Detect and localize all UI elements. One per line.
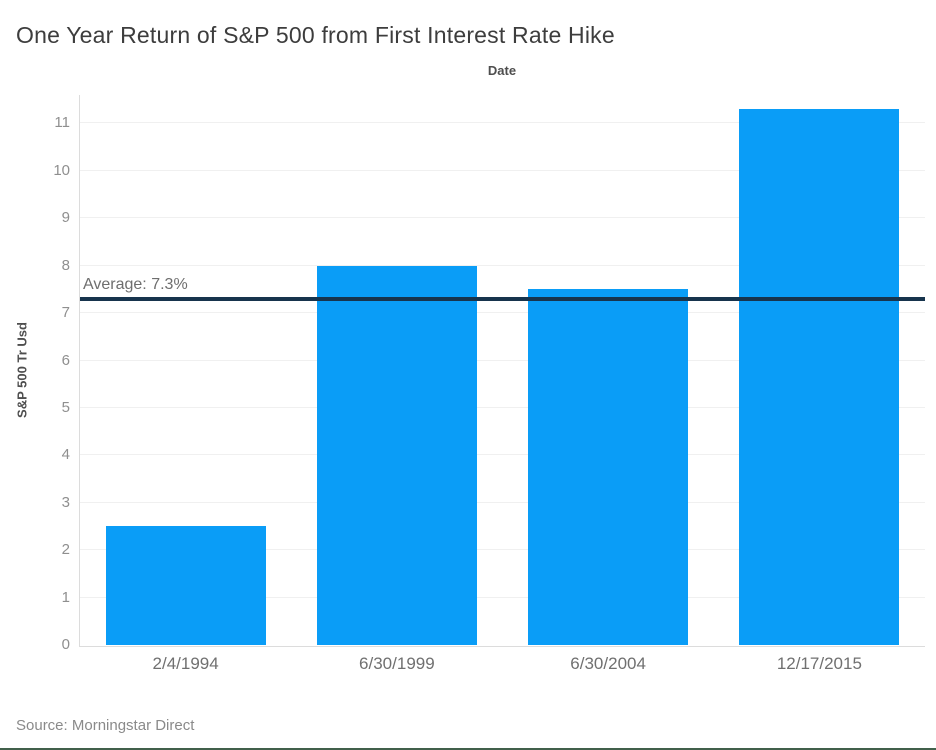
x-tick-label: 6/30/1999 (359, 654, 435, 673)
gridline (80, 549, 925, 551)
gridline (80, 454, 925, 456)
y-tick-label: 2 (61, 541, 70, 559)
x-axis-title: Date (487, 63, 517, 78)
bar-12-17-2015[interactable] (739, 109, 900, 645)
y-tick-label: 1 (61, 588, 70, 606)
x-tick-label: 12/17/2015 (776, 654, 862, 673)
y-tick-label: 6 (61, 351, 70, 369)
bar-6-30-2004[interactable] (528, 289, 689, 645)
plot-area: Average: 7.3% (80, 95, 925, 645)
y-tick-label: 10 (53, 161, 70, 179)
y-tick-label: 11 (54, 114, 70, 132)
x-tick-label: 2/4/1994 (152, 654, 219, 673)
y-tick-label: 8 (61, 256, 70, 274)
chart-title: One Year Return of S&P 500 from First In… (16, 22, 615, 48)
source-note: Source: Morningstar Direct (16, 717, 195, 734)
y-axis-line (79, 95, 80, 647)
y-axis-tick-labels: 0 1 2 3 4 5 6 7 8 9 10 11 (0, 95, 70, 653)
gridline (80, 169, 925, 171)
y-tick-label: 9 (61, 209, 70, 227)
gridline (80, 359, 925, 361)
y-tick-label: 4 (61, 446, 70, 464)
gridline (80, 406, 925, 408)
y-tick-label: 3 (61, 493, 70, 511)
gridline (80, 312, 925, 314)
gridline (80, 596, 925, 598)
x-axis-tick-labels: 2/4/1994 6/30/1999 6/30/2004 12/17/2015 (80, 654, 925, 678)
x-axis-line (79, 646, 925, 647)
bottom-border (0, 748, 936, 750)
gridline (80, 264, 925, 266)
y-tick-label: 0 (61, 636, 70, 653)
bar-6-30-1999[interactable] (316, 265, 477, 645)
y-tick-label: 5 (61, 398, 70, 416)
x-tick-label: 6/30/2004 (570, 654, 646, 673)
bar-2-4-1994[interactable] (105, 526, 266, 645)
average-line-label: Average: 7.3% (83, 275, 188, 293)
y-tick-label: 7 (61, 304, 70, 322)
gridline (80, 122, 925, 124)
gridline (80, 217, 925, 219)
gridline (80, 501, 925, 503)
average-reference-line (80, 296, 925, 301)
